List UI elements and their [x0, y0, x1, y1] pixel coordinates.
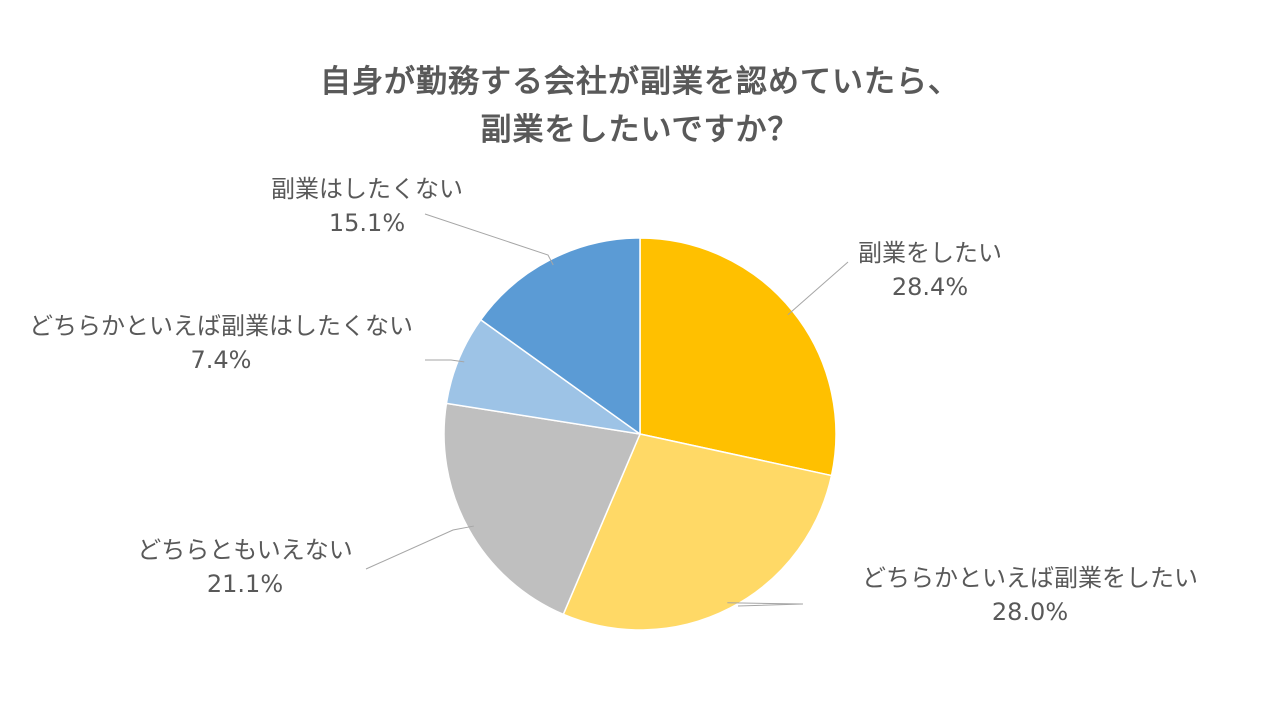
leader-line-4	[425, 359, 465, 363]
pie-slice-3	[443, 402, 642, 616]
slice-label-name: どちらともいえない	[137, 536, 353, 564]
slice-label-value: 7.4%	[190, 346, 252, 374]
data-label-どちらともいえない: どちらともいえない 21.1%	[95, 533, 395, 601]
data-label-副業をしたい: 副業をしたい 28.4%	[820, 236, 1040, 304]
slice-label-name: 副業をしたい	[858, 239, 1002, 267]
slice-label-name: 副業はしたくない	[271, 175, 463, 203]
leader-line-2	[727, 602, 804, 607]
slice-label-name: どちらかといえば副業はしたくない	[29, 312, 413, 340]
chart-title-line-1: 自身が勤務する会社が副業を認めていたら、	[320, 64, 960, 100]
leader-line-3	[365, 525, 474, 570]
slice-label-value: 28.4%	[891, 273, 969, 301]
slice-label-name: どちらかといえば副業をしたい	[862, 564, 1198, 592]
leader-line-1	[787, 261, 849, 316]
data-label-どちらかといえば副業をしたい: どちらかといえば副業をしたい 28.0%	[810, 561, 1250, 629]
data-label-副業はしたくない: 副業はしたくない 15.1%	[232, 172, 502, 240]
pie-slice-2	[562, 433, 833, 631]
chart-title-line-2: 副業をしたいですか？	[480, 112, 800, 148]
data-label-どちらかといえば副業はしたくない: どちらかといえば副業はしたくない 7.4%	[2, 309, 440, 377]
slice-label-value: 21.1%	[206, 570, 284, 598]
slice-label-value: 28.0%	[991, 598, 1069, 626]
leader-line-5	[424, 213, 554, 266]
slice-label-value: 15.1%	[328, 209, 406, 237]
